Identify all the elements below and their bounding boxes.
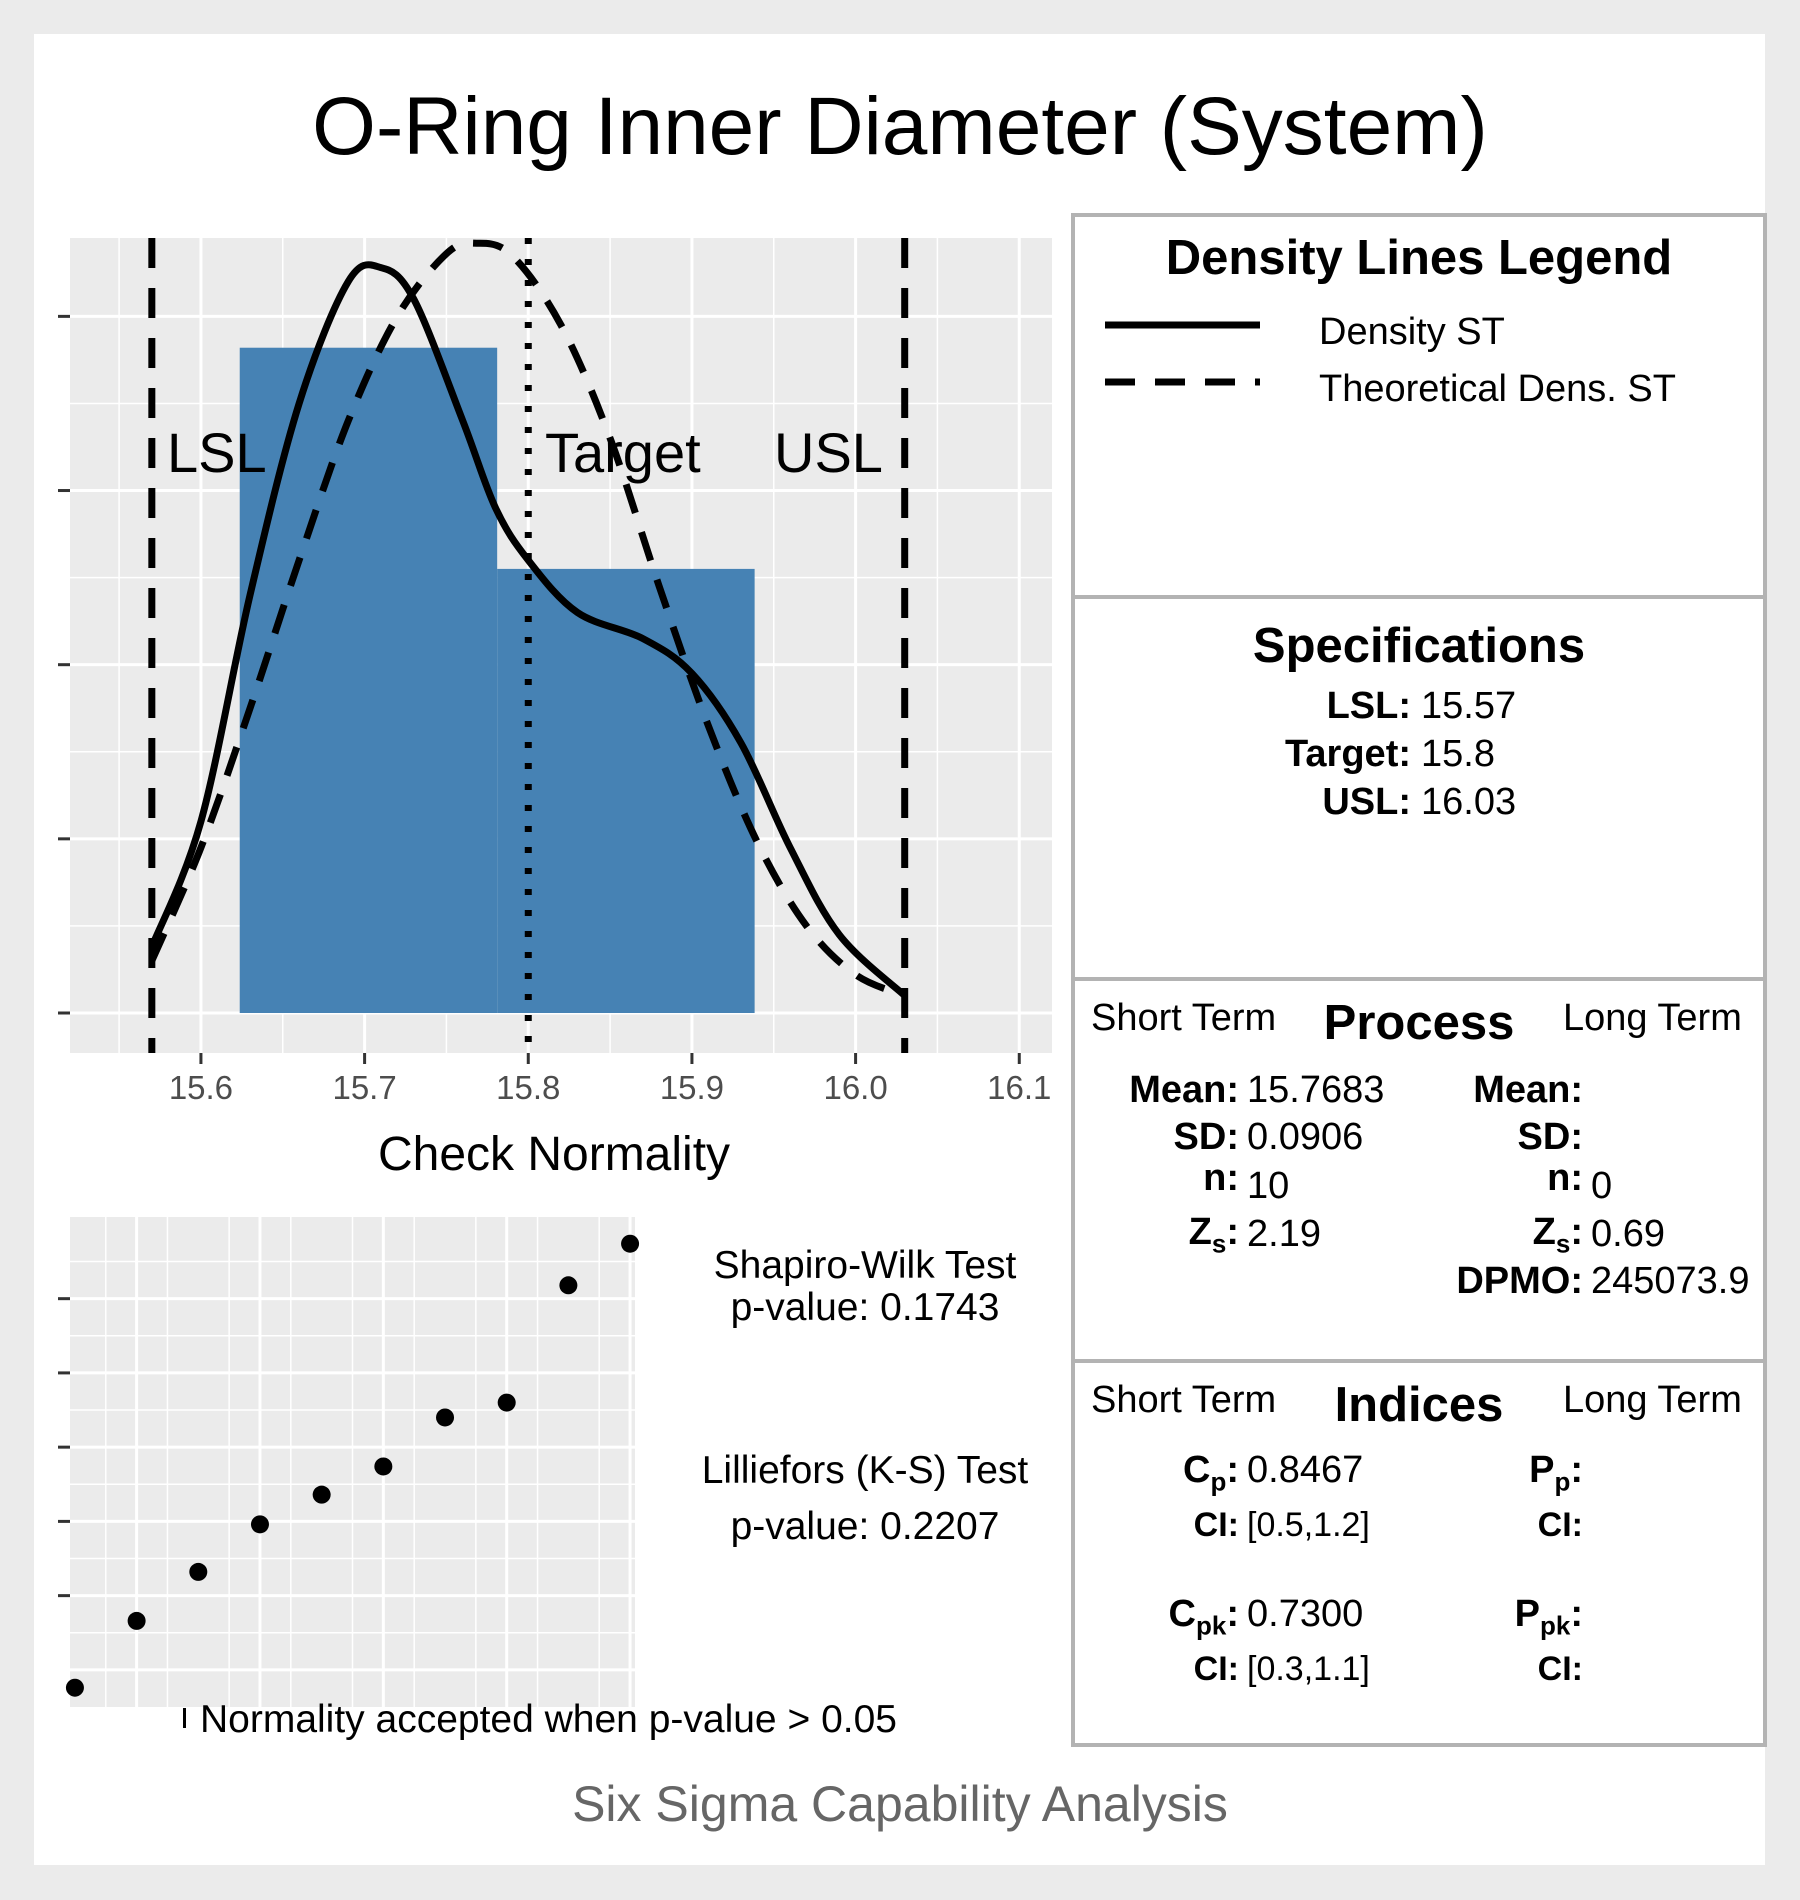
scatter-point <box>436 1408 455 1427</box>
process-title: Process <box>1323 996 1515 1050</box>
indices-short-term-label: Short Term <box>1091 1379 1277 1421</box>
cpk-ci-value: [0.3,1.1] <box>1247 1650 1370 1688</box>
spec-target-value: 15.8 <box>1421 733 1495 775</box>
lilliefors-test-title: Lilliefors (K-S) Test <box>701 1449 1029 1492</box>
histogram-bar <box>497 568 755 1013</box>
st-mean-label: Mean: <box>1129 1069 1239 1111</box>
histogram-x-tick-label: 15.6 <box>169 1069 233 1106</box>
st-n-value: 10 <box>1247 1165 1290 1207</box>
histogram-x-tick-label: 15.7 <box>332 1069 396 1106</box>
legend-dashed-swatch <box>1105 378 1260 386</box>
ppk-ci-label: CI: <box>1537 1650 1583 1688</box>
legend-title: Density Lines Legend <box>1165 231 1673 285</box>
figure-title: O-Ring Inner Diameter (System) <box>312 81 1488 172</box>
spec-usl-value: 16.03 <box>1421 781 1517 823</box>
histogram-x-tick-label: 15.8 <box>496 1069 560 1106</box>
histogram-y-ticks <box>58 314 70 1015</box>
scatter-point <box>65 1678 84 1697</box>
histogram-density-curves <box>148 239 908 999</box>
normality-note: Normality accepted when p-value > 0.05 <box>200 1698 897 1741</box>
spec-target-label: Target: <box>1285 733 1411 775</box>
scatter-point <box>189 1562 208 1581</box>
histogram-x-axis-label: Check Normality <box>378 1128 730 1181</box>
lilliefors-test-pvalue: p-value: 0.2207 <box>730 1505 1000 1548</box>
cp-ci-value: [0.5,1.2] <box>1247 1506 1370 1544</box>
lt-n-value: 0 <box>1591 1165 1613 1207</box>
histogram-x-tick-label: 16.0 <box>823 1069 887 1106</box>
st-zs-label: Zs: <box>1188 1211 1239 1259</box>
density-curve-theoretical <box>148 239 907 999</box>
scatter-points <box>65 1234 640 1697</box>
st-n-label: n: <box>1203 1157 1239 1199</box>
lt-sd-label: SD: <box>1517 1116 1583 1158</box>
normality-note-tick <box>183 1708 186 1728</box>
spec-usl-label: USL: <box>1322 781 1411 823</box>
density-curve-st <box>148 261 908 999</box>
lt-zs-label: Zs: <box>1532 1211 1583 1259</box>
cp-label: Cp: <box>1183 1449 1239 1497</box>
cpk-ci-label: CI: <box>1193 1650 1239 1688</box>
scatter-y-ticks <box>58 1297 70 1598</box>
spec-lsl-label: LSL: <box>1326 685 1411 727</box>
pp-label: Pp: <box>1529 1449 1583 1497</box>
scatter-point <box>312 1485 331 1504</box>
specifications-title: Specifications <box>1252 619 1586 673</box>
indices-panel: Short Term Indices Long Term Cp: 0.8467 … <box>1071 1359 1767 1747</box>
process-long-term-label: Long Term <box>1563 997 1742 1039</box>
figure-footer: Six Sigma Capability Analysis <box>572 1776 1228 1832</box>
lt-zs-value: 0.69 <box>1591 1213 1665 1255</box>
lsl-annotation: LSL <box>167 421 267 484</box>
st-mean-value: 15.7683 <box>1247 1069 1385 1111</box>
cpk-value: 0.7300 <box>1247 1593 1364 1635</box>
lt-mean-label: Mean: <box>1473 1069 1583 1111</box>
legend-panel: Density Lines Legend Density ST Theoreti… <box>1071 213 1767 599</box>
indices-long-term-label: Long Term <box>1563 1379 1742 1421</box>
scatter-point <box>374 1457 393 1476</box>
legend-item-theoretical: Theoretical Dens. ST <box>1319 368 1676 410</box>
ppk-label: Ppk: <box>1514 1593 1583 1641</box>
dpmo-label: DPMO: <box>1456 1260 1583 1302</box>
dpmo-value: 245073.9 <box>1591 1260 1750 1302</box>
legend-item-density-st: Density ST <box>1319 311 1505 353</box>
scatter-point <box>127 1611 146 1630</box>
shapiro-test-pvalue: p-value: 0.1743 <box>730 1286 1000 1329</box>
histogram-x-tick-label: 15.9 <box>660 1069 724 1106</box>
cpk-label: Cpk: <box>1168 1593 1239 1641</box>
process-panel: Short Term Process Long Term Mean: 15.76… <box>1071 977 1767 1363</box>
process-short-term-label: Short Term <box>1091 997 1277 1039</box>
histogram-x-tick-label: 16.1 <box>987 1069 1051 1106</box>
scatter-point <box>497 1393 516 1412</box>
histogram-spec-lines <box>148 238 909 1053</box>
cp-value: 0.8467 <box>1247 1449 1364 1491</box>
legend-solid-swatch <box>1105 321 1260 329</box>
scatter-point <box>250 1515 269 1534</box>
st-zs-value: 2.19 <box>1247 1213 1321 1255</box>
specifications-panel: Specifications LSL: 15.57 Target: 15.8 U… <box>1071 595 1767 981</box>
cp-ci-label: CI: <box>1193 1506 1239 1544</box>
target-annotation: Target <box>545 421 701 484</box>
usl-annotation: USL <box>774 421 883 484</box>
shapiro-test-title: Shapiro-Wilk Test <box>713 1244 1017 1287</box>
scatter-point <box>559 1276 578 1295</box>
scatter-grid <box>70 1217 635 1707</box>
lt-n-label: n: <box>1547 1157 1583 1199</box>
indices-title: Indices <box>1334 1378 1504 1432</box>
spec-lsl-value: 15.57 <box>1421 685 1517 727</box>
pp-ci-label: CI: <box>1537 1506 1583 1544</box>
scatter-point <box>621 1234 640 1253</box>
st-sd-label: SD: <box>1173 1116 1239 1158</box>
st-sd-value: 0.0906 <box>1247 1116 1364 1158</box>
histogram-x-ticks: 15.6 15.7 15.8 15.9 16.0 16.1 <box>169 1053 1051 1106</box>
